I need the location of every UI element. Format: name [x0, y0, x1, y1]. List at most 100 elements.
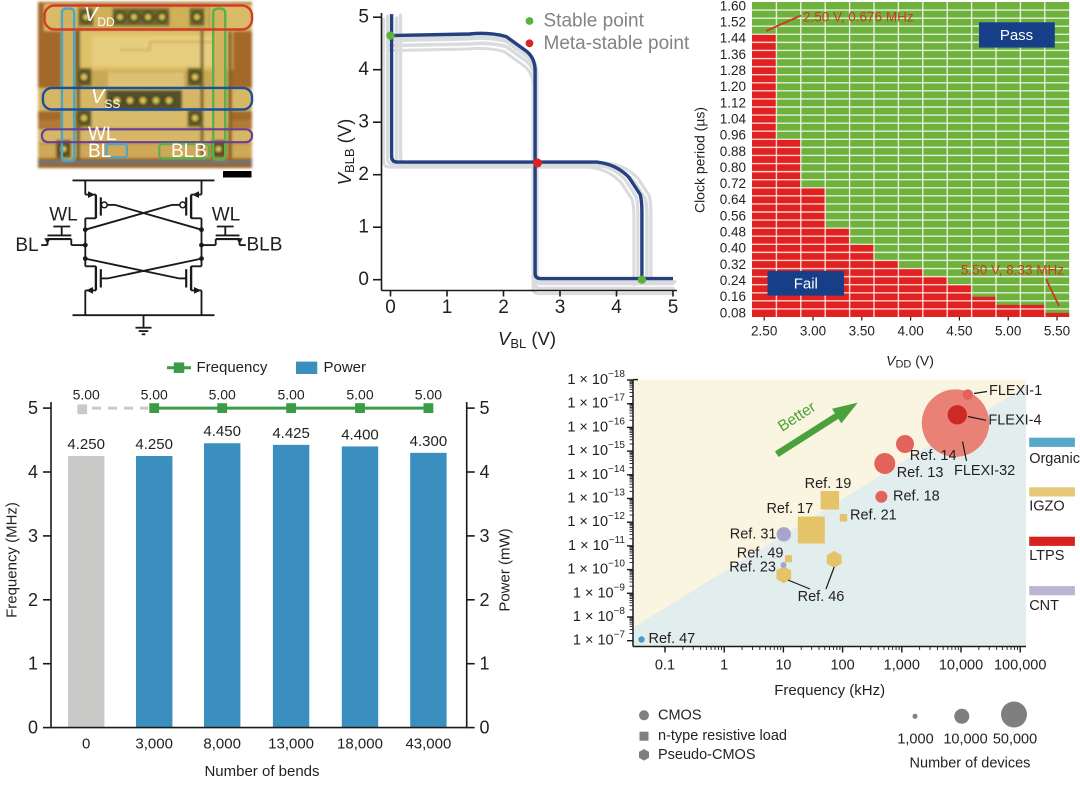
svg-text:2: 2: [28, 590, 38, 610]
svg-text:0.24: 0.24: [720, 273, 747, 288]
svg-text:Fail: Fail: [794, 276, 818, 293]
svg-text:1 × 10−18: 1 × 10−18: [567, 369, 625, 389]
svg-text:1 × 10−17: 1 × 10−17: [567, 392, 625, 412]
svg-text:5.50 V, 8.33 MHz: 5.50 V, 8.33 MHz: [961, 263, 1064, 278]
svg-text:Ref. 46: Ref. 46: [798, 589, 845, 605]
svg-text:3: 3: [555, 297, 566, 318]
svg-text:50,000: 50,000: [993, 732, 1037, 748]
svg-text:1 × 10−10: 1 × 10−10: [567, 558, 625, 578]
svg-text:5: 5: [358, 7, 369, 28]
svg-text:100,000: 100,000: [994, 658, 1046, 674]
svg-text:1.28: 1.28: [720, 63, 746, 78]
svg-text:Pseudo-CMOS: Pseudo-CMOS: [658, 747, 756, 763]
svg-text:IGZO: IGZO: [1029, 499, 1064, 515]
svg-text:0.96: 0.96: [720, 128, 746, 143]
svg-text:2: 2: [358, 164, 369, 185]
svg-text:0.56: 0.56: [720, 208, 746, 223]
svg-text:3: 3: [358, 112, 369, 133]
svg-text:100: 100: [830, 658, 854, 674]
svg-text:2.50 V, 0.676 MHz: 2.50 V, 0.676 MHz: [803, 10, 914, 25]
svg-text:3.00: 3.00: [800, 324, 826, 339]
svg-text:Clock period (µs): Clock period (µs): [692, 107, 708, 213]
svg-text:WL: WL: [212, 205, 241, 226]
svg-text:Power (mW): Power (mW): [497, 528, 514, 611]
svg-text:1: 1: [28, 654, 38, 674]
svg-text:0.32: 0.32: [720, 257, 746, 272]
svg-text:5.00: 5.00: [346, 387, 373, 403]
svg-text:BL: BL: [15, 235, 38, 256]
svg-text:1.60: 1.60: [720, 0, 746, 13]
svg-text:5: 5: [668, 297, 679, 318]
svg-text:5.00: 5.00: [415, 387, 442, 403]
svg-text:Ref. 14: Ref. 14: [910, 448, 957, 464]
svg-text:Meta-stable point: Meta-stable point: [544, 33, 690, 54]
svg-text:BL: BL: [88, 141, 111, 162]
svg-text:VDD (V): VDD (V): [886, 353, 934, 371]
svg-text:0: 0: [28, 718, 38, 738]
svg-text:4: 4: [358, 59, 369, 80]
svg-text:3: 3: [480, 526, 490, 546]
svg-text:Ref. 19: Ref. 19: [805, 476, 852, 492]
svg-text:5.00: 5.00: [209, 387, 236, 403]
svg-text:0.1: 0.1: [655, 658, 675, 674]
svg-text:5.00: 5.00: [995, 324, 1021, 339]
svg-text:4.50: 4.50: [946, 324, 972, 339]
svg-text:0: 0: [358, 269, 369, 290]
svg-text:CMOS: CMOS: [658, 707, 702, 723]
svg-text:Number of bends: Number of bends: [204, 763, 319, 780]
svg-text:1 × 10−9: 1 × 10−9: [573, 582, 626, 602]
svg-text:1: 1: [358, 217, 369, 238]
svg-text:FLEXI-4: FLEXI-4: [988, 413, 1041, 429]
svg-text:1,000: 1,000: [897, 732, 933, 748]
svg-text:0.88: 0.88: [720, 144, 746, 159]
svg-text:Stable point: Stable point: [544, 11, 645, 32]
svg-text:5.00: 5.00: [277, 387, 304, 403]
svg-text:4.425: 4.425: [272, 425, 310, 442]
svg-text:1 × 10−12: 1 × 10−12: [567, 511, 625, 531]
svg-text:LTPS: LTPS: [1029, 548, 1064, 564]
svg-text:VSS: VSS: [91, 86, 120, 111]
svg-text:Organic: Organic: [1029, 451, 1080, 467]
svg-text:Ref. 18: Ref. 18: [893, 489, 940, 505]
svg-text:CNT: CNT: [1029, 598, 1059, 614]
svg-text:VDD: VDD: [84, 4, 115, 29]
svg-text:1: 1: [480, 654, 490, 674]
svg-text:1 × 10−14: 1 × 10−14: [567, 463, 625, 483]
svg-text:4.250: 4.250: [135, 436, 173, 453]
svg-text:Ref. 23: Ref. 23: [729, 560, 776, 576]
svg-text:1 × 10−16: 1 × 10−16: [567, 416, 625, 436]
svg-text:0: 0: [82, 736, 90, 753]
svg-text:1 × 10−7: 1 × 10−7: [573, 629, 626, 649]
svg-text:1: 1: [442, 297, 453, 318]
svg-text:2: 2: [480, 590, 490, 610]
svg-text:5.50: 5.50: [1044, 324, 1070, 339]
svg-text:10,000: 10,000: [939, 658, 983, 674]
svg-text:0.80: 0.80: [720, 160, 746, 175]
svg-text:BLB: BLB: [171, 141, 207, 162]
svg-text:Ref. 49: Ref. 49: [737, 546, 784, 562]
svg-text:Power: Power: [324, 359, 367, 376]
svg-text:1 × 10−11: 1 × 10−11: [568, 534, 625, 554]
svg-text:4.250: 4.250: [67, 436, 105, 453]
svg-text:0.08: 0.08: [720, 305, 746, 320]
svg-text:0.16: 0.16: [720, 289, 746, 304]
svg-text:5.00: 5.00: [73, 387, 100, 403]
svg-text:5: 5: [28, 398, 38, 418]
svg-text:4.400: 4.400: [341, 426, 379, 443]
svg-text:13,000: 13,000: [268, 736, 314, 753]
svg-text:VBLB (V): VBLB (V): [334, 119, 357, 186]
svg-text:0.64: 0.64: [720, 192, 747, 207]
svg-text:n-type resistive load: n-type resistive load: [658, 728, 787, 744]
svg-text:2: 2: [498, 297, 509, 318]
svg-text:10,000: 10,000: [943, 732, 987, 748]
svg-text:Ref. 21: Ref. 21: [850, 508, 897, 524]
svg-text:3.50: 3.50: [849, 324, 875, 339]
svg-text:0.48: 0.48: [720, 225, 746, 240]
svg-text:3,000: 3,000: [135, 736, 173, 753]
svg-text:WL: WL: [49, 205, 78, 226]
svg-text:3: 3: [28, 526, 38, 546]
svg-text:5.00: 5.00: [141, 387, 168, 403]
svg-text:WL: WL: [88, 124, 117, 145]
svg-text:Number of devices: Number of devices: [910, 756, 1031, 772]
svg-text:VBL (V): VBL (V): [498, 328, 556, 351]
